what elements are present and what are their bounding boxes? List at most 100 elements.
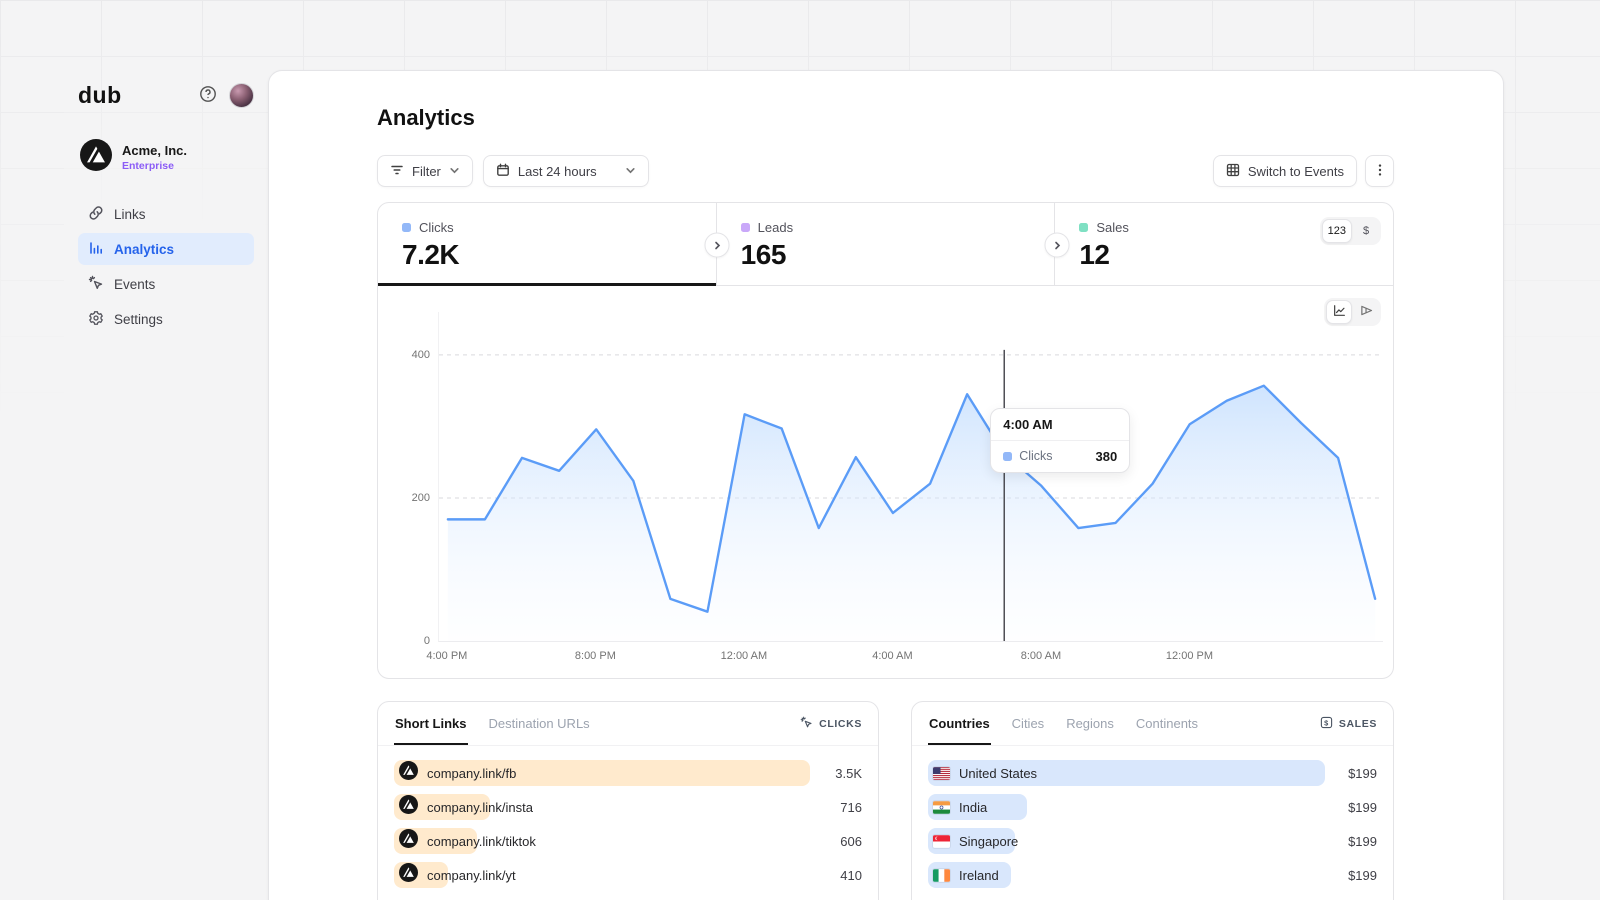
short-links-card: Short Links Destination URLs CLICKS [377,701,879,900]
row-value: $199 [1348,833,1377,849]
chart-zone: 0 200 400 4:00 AM Clicks 380 4:00 PM 8:00 P… [378,286,1393,678]
help-button[interactable] [199,85,217,106]
stat-tab-clicks[interactable]: Clicks 7.2K [378,203,716,286]
unit-count-button[interactable]: 123 [1321,219,1353,243]
row-value: $199 [1348,765,1377,781]
link-logo-icon [399,863,418,882]
sg-flag-icon [933,834,950,848]
unit-currency-button[interactable]: $ [1353,219,1379,243]
svg-text:$: $ [1324,718,1329,727]
cursor-click-icon [88,275,104,294]
row-value: 410 [840,867,862,883]
sidebar: dub [64,70,268,900]
workspace-name: Acme, Inc. [122,143,188,158]
tab-regions[interactable]: Regions [1065,702,1115,745]
chevron-down-icon [625,164,636,179]
sidebar-item-label: Settings [114,311,163,327]
geo-tabs: Countries Cities Regions Continents [928,702,1199,745]
ie-flag-icon [933,868,950,882]
stat-tab-leads[interactable]: Leads 165 [715,203,1055,285]
stat-value: 165 [740,239,787,270]
in-flag-icon [933,800,950,814]
row-value: 606 [840,833,862,849]
chart-canvas [439,349,1383,641]
funnel-chart-icon [1360,304,1373,320]
country-row[interactable]: Singapore $199 [928,828,1377,854]
tab-cities[interactable]: Cities [1011,702,1046,745]
filter-icon [390,163,404,180]
switch-to-events-button[interactable]: Switch to Events [1212,155,1357,187]
next-stat-chevron-button[interactable] [704,232,730,258]
row-label: company.link/insta [427,799,533,815]
tab-destination-urls[interactable]: Destination URLs [488,702,591,745]
workspace-logo [80,139,112,176]
toolbar: Filter Last 24 hours [377,155,1394,187]
us-flag-icon [933,766,950,780]
chevron-right-icon [714,241,720,249]
geo-metric[interactable]: $ SALES [1320,716,1377,732]
link-logo-icon [399,795,418,814]
link-logo-icon [399,795,418,819]
dollar-badge-icon: $ [1320,716,1333,732]
kebab-menu-icon [1373,163,1387,180]
countries-card: Countries Cities Regions Continents $ SALES [911,701,1394,900]
link-logo-icon [399,863,418,887]
row-label: United States [959,765,1038,781]
x-axis-tick: 8:00 AM [1020,650,1062,662]
dub-logo: dub [78,82,122,108]
tab-countries[interactable]: Countries [928,702,991,745]
filter-label: Filter [412,163,441,179]
more-options-button[interactable] [1365,155,1394,187]
sidebar-item-label: Events [114,276,156,292]
app-window: dub [64,70,1504,900]
x-axis-tick: 4:00 PM [426,650,468,662]
leads-color-dot [740,223,750,232]
user-avatar[interactable] [229,83,254,108]
row-value: 716 [840,799,862,815]
line-chart-icon [1333,304,1346,320]
chart-tooltip: 4:00 AM Clicks 380 [990,407,1131,473]
switch-to-events-label: Switch to Events [1247,163,1344,179]
sidebar-item-analytics[interactable]: Analytics [78,233,254,265]
stat-value: 12 [1079,239,1110,270]
sidebar-item-settings[interactable]: Settings [78,303,254,335]
country-row[interactable]: India $199 [928,794,1377,820]
short-link-row[interactable]: company.link/insta 716 [394,794,862,820]
y-axis-tick: 0 [423,635,430,647]
gear-icon [88,310,104,329]
y-axis-tick: 400 [411,348,430,361]
sidebar-nav: Links Analytics Events [78,198,254,335]
value-bar [928,760,1325,786]
links-metric-label: CLICKS [819,717,862,730]
date-range-value: Last 24 hours [517,163,597,179]
links-metric[interactable]: CLICKS [800,716,862,732]
link-icon [88,205,104,224]
geo-metric-label: SALES [1338,717,1377,730]
stat-tab-sales[interactable]: Sales 12 123 $ [1054,203,1393,285]
links-tabs: Short Links Destination URLs [394,702,591,745]
country-row[interactable]: United States $199 [928,760,1377,786]
line-chart-toggle-button[interactable] [1326,300,1352,324]
x-axis-tick: 12:00 AM [720,650,768,662]
calendar-icon [496,163,510,180]
date-range-select[interactable]: Last 24 hours [482,155,649,187]
stats-tabs: Clicks 7.2K Leads 165 Sales 12 123 [378,203,1393,286]
tab-short-links[interactable]: Short Links [394,702,468,745]
chevron-right-icon [1054,241,1060,249]
funnel-chart-toggle-button[interactable] [1353,300,1379,324]
short-link-row[interactable]: company.link/fb 3.5K [394,760,862,786]
sidebar-item-links[interactable]: Links [78,198,254,230]
stat-value: 7.2K [402,239,460,270]
x-axis-tick: 8:00 PM [574,650,616,662]
row-label: company.link/fb [427,765,517,781]
short-link-row[interactable]: company.link/yt 410 [394,862,862,888]
workspace-switcher[interactable]: Acme, Inc. Enterprise [80,139,252,176]
filter-button[interactable]: Filter [377,155,473,187]
clicks-area-chart[interactable]: 0 200 400 4:00 AM Clicks 380 [412,312,1383,647]
next-stat-chevron-button[interactable] [1044,232,1070,258]
main-panel: Analytics Filter [268,70,1504,900]
tab-continents[interactable]: Continents [1135,702,1199,745]
country-row[interactable]: Ireland $199 [928,862,1377,888]
short-link-row[interactable]: company.link/tiktok 606 [394,828,862,854]
sidebar-item-events[interactable]: Events [78,268,254,300]
